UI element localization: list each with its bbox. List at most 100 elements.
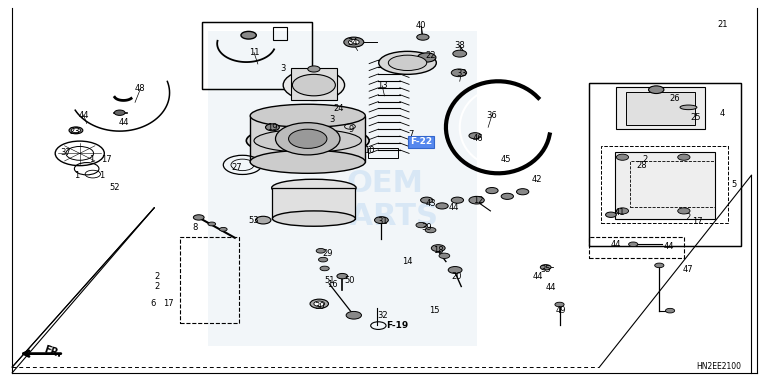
Ellipse shape — [388, 55, 427, 70]
Circle shape — [308, 66, 320, 72]
Text: 14: 14 — [402, 257, 413, 266]
Circle shape — [193, 215, 204, 220]
Text: 17: 17 — [692, 217, 703, 226]
Circle shape — [275, 123, 340, 155]
Circle shape — [344, 37, 364, 47]
Text: 44: 44 — [533, 272, 543, 281]
Bar — [201, 22, 311, 89]
Circle shape — [314, 301, 325, 306]
Text: 44: 44 — [448, 203, 459, 212]
Circle shape — [265, 124, 279, 131]
Text: 50: 50 — [345, 276, 355, 285]
Circle shape — [648, 86, 664, 94]
Text: 6: 6 — [150, 299, 155, 308]
Circle shape — [469, 196, 484, 204]
Text: 51: 51 — [324, 276, 335, 285]
Circle shape — [555, 302, 564, 307]
Text: 12: 12 — [473, 196, 484, 205]
Text: OEM
PARTS: OEM PARTS — [331, 169, 438, 231]
Bar — [589, 83, 741, 246]
Text: 35: 35 — [541, 265, 551, 274]
Text: 15: 15 — [429, 306, 440, 315]
Text: F-19: F-19 — [386, 321, 408, 330]
Text: 1: 1 — [74, 171, 79, 180]
Text: 44: 44 — [611, 240, 621, 249]
Text: 44: 44 — [118, 118, 128, 127]
Text: 20: 20 — [451, 273, 462, 281]
Text: 43: 43 — [425, 199, 436, 208]
Bar — [273, 27, 287, 40]
Text: 53: 53 — [248, 216, 259, 224]
Circle shape — [665, 308, 674, 313]
Text: 29: 29 — [322, 249, 333, 258]
Text: 39: 39 — [421, 223, 432, 231]
Ellipse shape — [379, 51, 436, 74]
Circle shape — [69, 127, 83, 134]
Circle shape — [501, 193, 514, 199]
Circle shape — [292, 74, 335, 96]
Text: 44: 44 — [664, 242, 674, 251]
Text: 36: 36 — [487, 110, 498, 119]
Circle shape — [469, 133, 481, 139]
Circle shape — [541, 264, 551, 270]
Bar — [589, 83, 741, 246]
Text: 10: 10 — [364, 146, 375, 155]
Circle shape — [453, 50, 467, 57]
Text: 11: 11 — [248, 48, 259, 57]
Circle shape — [115, 110, 125, 115]
Circle shape — [517, 189, 529, 195]
Text: 34: 34 — [347, 38, 358, 47]
Bar — [626, 92, 695, 125]
Circle shape — [375, 217, 388, 224]
Text: FR.: FR. — [43, 344, 63, 359]
Text: 49: 49 — [556, 306, 566, 315]
Text: 17: 17 — [163, 299, 173, 308]
Circle shape — [451, 69, 467, 77]
Text: 9: 9 — [349, 125, 354, 134]
Circle shape — [654, 263, 664, 268]
Circle shape — [439, 253, 450, 258]
Text: 45: 45 — [501, 156, 511, 164]
Bar — [601, 146, 727, 223]
Bar — [614, 152, 714, 219]
Bar — [201, 22, 311, 89]
Ellipse shape — [250, 104, 365, 127]
Text: 48: 48 — [135, 84, 145, 94]
Text: 1: 1 — [99, 171, 105, 180]
Circle shape — [310, 299, 328, 308]
Circle shape — [320, 266, 329, 271]
Ellipse shape — [680, 105, 697, 110]
Text: 2: 2 — [154, 273, 159, 281]
Text: 17: 17 — [102, 156, 112, 164]
Text: 30: 30 — [314, 302, 325, 311]
Bar — [368, 148, 398, 158]
Text: 22: 22 — [425, 51, 436, 60]
Circle shape — [605, 212, 616, 218]
Circle shape — [416, 223, 427, 228]
Text: 25: 25 — [690, 113, 701, 122]
Text: 3: 3 — [281, 64, 286, 74]
Ellipse shape — [271, 179, 356, 196]
Text: 28: 28 — [636, 161, 647, 170]
Text: 26: 26 — [669, 94, 680, 103]
Text: F-22: F-22 — [411, 137, 432, 146]
Text: 19: 19 — [267, 123, 278, 132]
Circle shape — [337, 273, 348, 279]
Circle shape — [677, 154, 690, 160]
Text: 52: 52 — [109, 183, 119, 192]
Circle shape — [677, 208, 690, 214]
Text: 3: 3 — [330, 115, 335, 124]
Circle shape — [346, 311, 361, 319]
Text: 5: 5 — [731, 180, 737, 189]
Ellipse shape — [246, 126, 369, 156]
Text: 7: 7 — [408, 131, 413, 139]
Bar — [250, 116, 365, 162]
Circle shape — [72, 128, 81, 133]
Text: 2: 2 — [154, 282, 159, 291]
Circle shape — [486, 187, 498, 194]
Circle shape — [436, 203, 448, 209]
Circle shape — [283, 70, 345, 100]
Text: 23: 23 — [69, 127, 80, 136]
Text: 13: 13 — [377, 81, 388, 90]
Ellipse shape — [272, 211, 355, 226]
